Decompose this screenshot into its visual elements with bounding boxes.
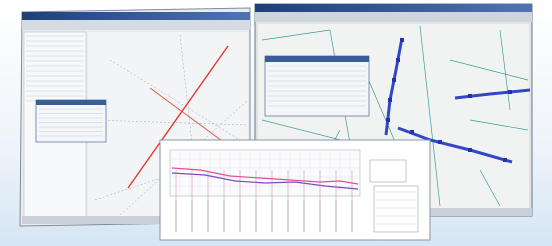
page: {} html, body { margin: 0; padding: 0; w…: [0, 0, 552, 246]
profile-grid: [170, 150, 360, 196]
node: [400, 38, 404, 42]
legend-box: [370, 160, 406, 182]
profile-window: [160, 140, 430, 240]
node: [410, 130, 414, 134]
node: [392, 78, 396, 82]
node: [396, 58, 400, 62]
title-bar: [22, 12, 250, 20]
node: [508, 90, 512, 94]
node: [388, 98, 392, 102]
title-block: [374, 186, 418, 232]
dialog-title-bar: [36, 100, 106, 105]
body: (() => { const data = JSON.parse(documen…: [0, 0, 552, 246]
node: [438, 140, 442, 144]
title-bar: [255, 4, 532, 12]
node: [503, 158, 507, 162]
toolbar: [255, 12, 532, 22]
toolbar: [22, 20, 250, 30]
node: [468, 94, 472, 98]
node: [468, 148, 472, 152]
dialog-title-bar: [265, 56, 369, 62]
screenshot-collage: [0, 0, 552, 246]
node: [386, 118, 390, 122]
dialog: [36, 100, 106, 142]
